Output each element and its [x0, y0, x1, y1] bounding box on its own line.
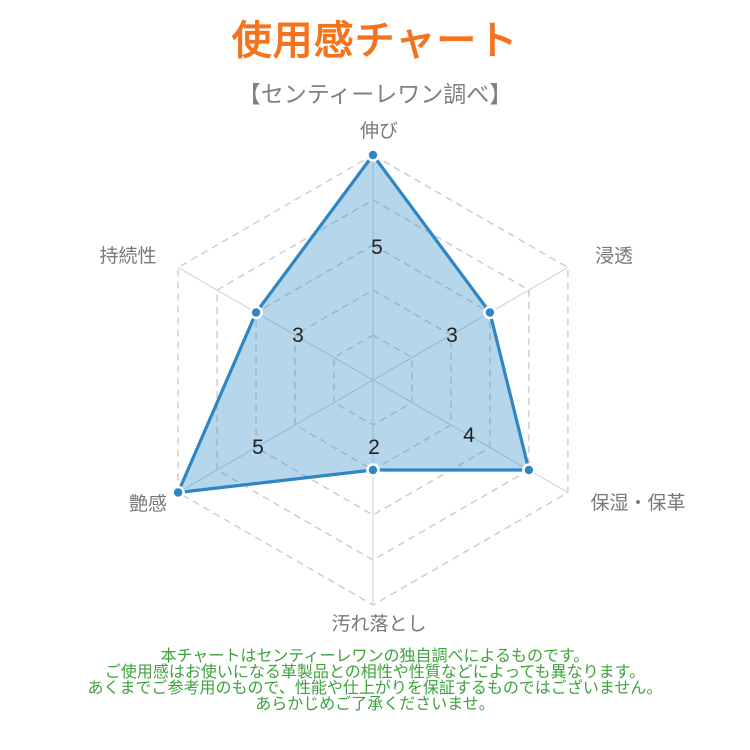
value-label-shintou: 3 [446, 324, 458, 347]
data-point-2 [522, 463, 536, 477]
axis-label-jizokusei: 持続性 [99, 245, 156, 267]
value-label-yogore: 2 [368, 436, 380, 459]
value-label-nobi: 5 [371, 236, 383, 259]
disclaimer-line: あくまでご参考用のもので、性能や仕上がりを保証するものではございません。 [87, 680, 663, 697]
value-label-jizokusei: 3 [292, 324, 304, 347]
data-point-1 [483, 305, 497, 320]
disclaimer-line: ご使用感はお使いになる革製品との相性や性質などによっても異なります。 [104, 664, 646, 681]
axis-spokes [177, 155, 569, 605]
axis-label-yogore: 汚れ落とし [331, 613, 426, 635]
axis-spoke [372, 379, 569, 494]
axis-spoke [372, 266, 569, 381]
page-subtitle: 【センティーレワン調べ】 [237, 81, 513, 107]
value-label-tsuyakan: 5 [252, 436, 264, 459]
data-points [171, 148, 536, 500]
axis-label-hoshitsu: 保湿・保革 [590, 492, 685, 514]
disclaimer-line: 本チャートはセンティーレワンの独自調べによるものです。 [160, 648, 590, 665]
radar-chart: 5 3 4 2 5 3 伸び 浸透 保湿・保革 汚れ落とし 艶感 持続性 [99, 120, 685, 635]
axis-label-tsuyakan: 艶感 [129, 493, 167, 515]
axis-label-nobi: 伸び [360, 120, 398, 142]
axis-spoke [177, 379, 374, 494]
data-point-3 [366, 463, 380, 477]
disclaimer: 本チャートはセンティーレワンの独自調べによるものです。 ご使用感はお使いになる革… [0, 649, 750, 713]
value-label-hoshitsu: 4 [463, 424, 475, 447]
axis-label-shintou: 浸透 [595, 245, 633, 267]
page-title: 使用感チャート [231, 19, 519, 63]
disclaimer-line: あらかじめご了承くださいませ。 [255, 696, 495, 713]
data-point-4 [171, 485, 185, 500]
axis-spoke [177, 266, 374, 381]
data-point-5 [249, 305, 263, 320]
data-polygon [176, 153, 531, 495]
data-point-0 [366, 148, 380, 162]
